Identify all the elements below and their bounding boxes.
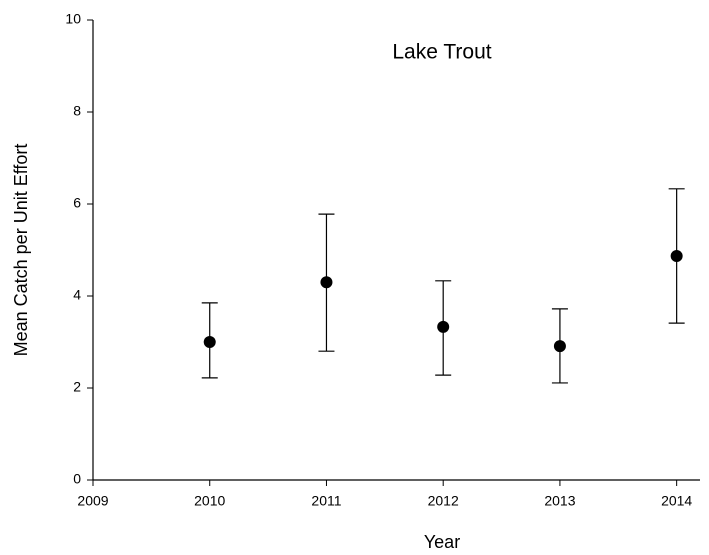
x-tick-label: 2012 (428, 493, 459, 509)
x-tick-label: 2011 (311, 493, 341, 509)
x-tick-label: 2009 (77, 493, 108, 509)
y-tick-label: 10 (65, 11, 81, 27)
point (670, 249, 683, 262)
chart-title: Lake Trout (392, 41, 491, 64)
point (553, 340, 566, 353)
y-tick-label: 0 (73, 471, 81, 487)
point (437, 320, 450, 333)
x-tick-label: 2013 (544, 493, 575, 509)
x-tick-label: 2014 (661, 493, 692, 509)
x-tick-label: 2010 (194, 493, 225, 509)
y-tick-label: 2 (73, 379, 81, 395)
x-axis-label: Year (424, 532, 460, 552)
point (320, 276, 333, 289)
y-tick-label: 8 (73, 103, 81, 119)
point (203, 336, 216, 348)
y-axis-label: Mean Catch per Unit Effort (11, 144, 31, 357)
y-tick-label: 4 (73, 287, 81, 303)
y-tick-label: 6 (73, 195, 81, 211)
